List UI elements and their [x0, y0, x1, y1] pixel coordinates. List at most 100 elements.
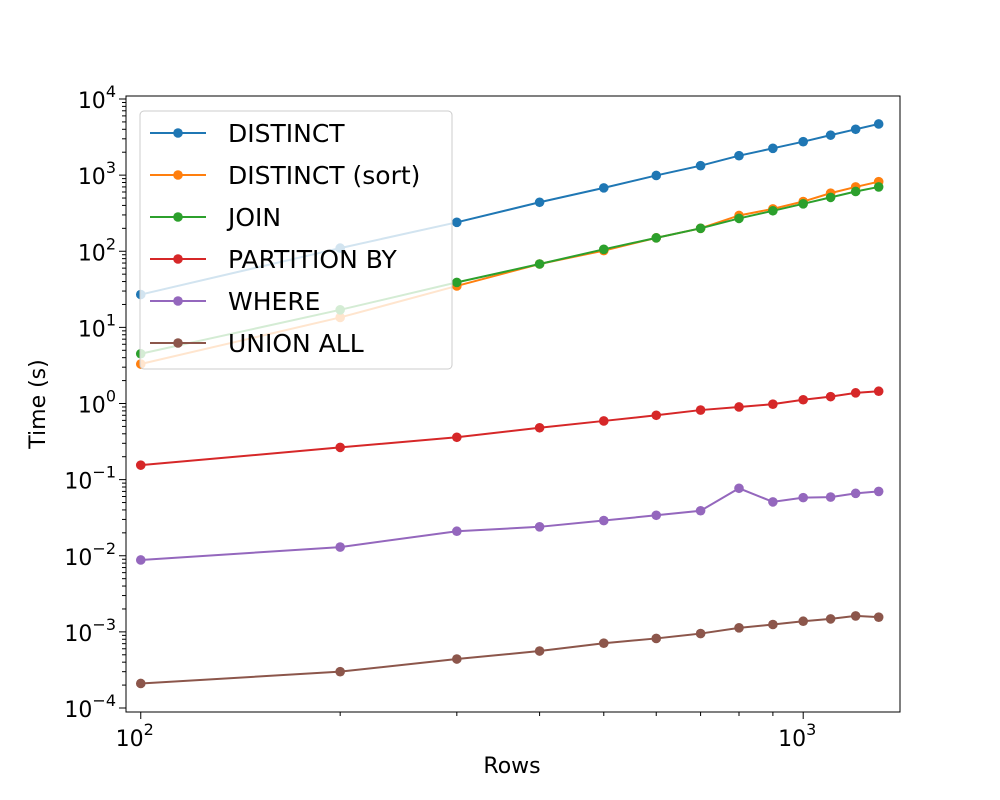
data-point	[768, 205, 778, 216]
data-point	[734, 150, 744, 161]
y-axis-title: Time (s)	[26, 359, 51, 449]
legend-label: WHERE	[228, 287, 320, 316]
data-point	[768, 143, 778, 154]
data-point	[850, 488, 861, 499]
data-point	[598, 244, 609, 255]
data-point	[452, 432, 462, 443]
data-point	[873, 386, 884, 397]
data-point	[135, 460, 146, 470]
data-point	[335, 666, 345, 677]
legend-item: PARTITION BY	[150, 245, 398, 274]
data-point	[695, 223, 706, 234]
legend-marker	[173, 128, 183, 138]
data-point	[734, 213, 744, 224]
data-point	[873, 119, 884, 129]
data-point	[850, 611, 861, 621]
data-point	[651, 410, 662, 421]
y-tick-label: 101	[78, 310, 116, 342]
data-point	[850, 388, 861, 398]
data-point	[695, 160, 706, 171]
data-point	[798, 199, 808, 209]
data-point	[534, 522, 545, 532]
data-point	[651, 170, 662, 181]
legend-item: JOIN	[150, 203, 281, 232]
data-point	[825, 192, 836, 203]
legend-item: UNION ALL	[150, 329, 364, 358]
legend-label: DISTINCT (sort)	[228, 161, 420, 190]
legend-marker	[173, 212, 183, 222]
data-point	[825, 492, 836, 502]
legend-marker	[173, 254, 183, 264]
series-5	[135, 611, 884, 689]
y-tick-label: 10−1	[64, 463, 116, 495]
series-3	[135, 386, 884, 470]
data-point	[825, 391, 836, 402]
legend-item: DISTINCT	[150, 119, 345, 148]
y-tick-label: 10−4	[64, 691, 116, 723]
y-tick-label: 100	[78, 387, 116, 419]
data-point	[734, 483, 744, 494]
series-layer	[135, 119, 884, 689]
data-point	[695, 505, 706, 516]
legend-label: PARTITION BY	[228, 245, 398, 274]
data-point	[651, 633, 662, 644]
legend-marker	[173, 296, 183, 306]
data-point	[825, 614, 836, 624]
data-point	[534, 646, 545, 656]
data-point	[768, 497, 778, 507]
legend-marker	[173, 170, 183, 180]
data-point	[695, 628, 706, 639]
data-point	[651, 233, 662, 243]
data-point	[873, 182, 884, 192]
data-point	[335, 542, 345, 552]
legend: DISTINCT DISTINCT (sort) JOIN PARTITION BY W…	[139, 110, 453, 370]
y-tick-label: 10−2	[64, 539, 116, 571]
data-point	[452, 654, 462, 664]
series-0	[135, 119, 884, 300]
data-point	[850, 186, 861, 197]
data-point	[598, 416, 609, 426]
legend-label: DISTINCT	[228, 119, 345, 148]
data-point	[695, 405, 706, 415]
data-point	[335, 442, 345, 453]
legend-label: UNION ALL	[228, 329, 364, 358]
data-point	[850, 124, 861, 135]
data-point	[651, 510, 662, 521]
data-point	[825, 130, 836, 140]
series-2	[135, 182, 884, 359]
legend-box	[139, 110, 453, 370]
data-point	[534, 422, 545, 433]
data-point	[798, 616, 808, 627]
y-tick-label: 10−3	[64, 615, 116, 647]
y-axis: 10−4 10−3 10−2 10−1 100 101 102 103 104	[64, 82, 126, 723]
data-point	[768, 619, 778, 630]
data-point	[734, 623, 744, 633]
data-point	[598, 638, 609, 648]
data-point	[798, 492, 808, 503]
data-point	[598, 183, 609, 193]
data-point	[873, 612, 884, 622]
y-tick-label: 103	[78, 158, 116, 190]
data-point	[534, 197, 545, 208]
data-point	[534, 259, 545, 269]
data-point	[598, 515, 609, 526]
legend-item: DISTINCT (sort)	[150, 161, 420, 190]
legend-marker	[173, 338, 183, 348]
data-point	[452, 526, 462, 537]
legend-item: WHERE	[150, 287, 320, 316]
data-point	[798, 136, 808, 147]
data-point	[452, 217, 462, 228]
legend-label: JOIN	[226, 203, 281, 232]
series-4	[135, 483, 884, 565]
y-tick-label: 104	[78, 82, 116, 114]
x-axis-title: Rows	[483, 754, 540, 779]
data-point	[873, 486, 884, 497]
y-tick-label: 102	[78, 234, 116, 266]
data-point	[135, 555, 146, 565]
data-point	[798, 394, 808, 405]
data-point	[768, 399, 778, 409]
data-point	[734, 402, 744, 412]
data-point	[452, 277, 462, 288]
data-point	[135, 678, 146, 689]
